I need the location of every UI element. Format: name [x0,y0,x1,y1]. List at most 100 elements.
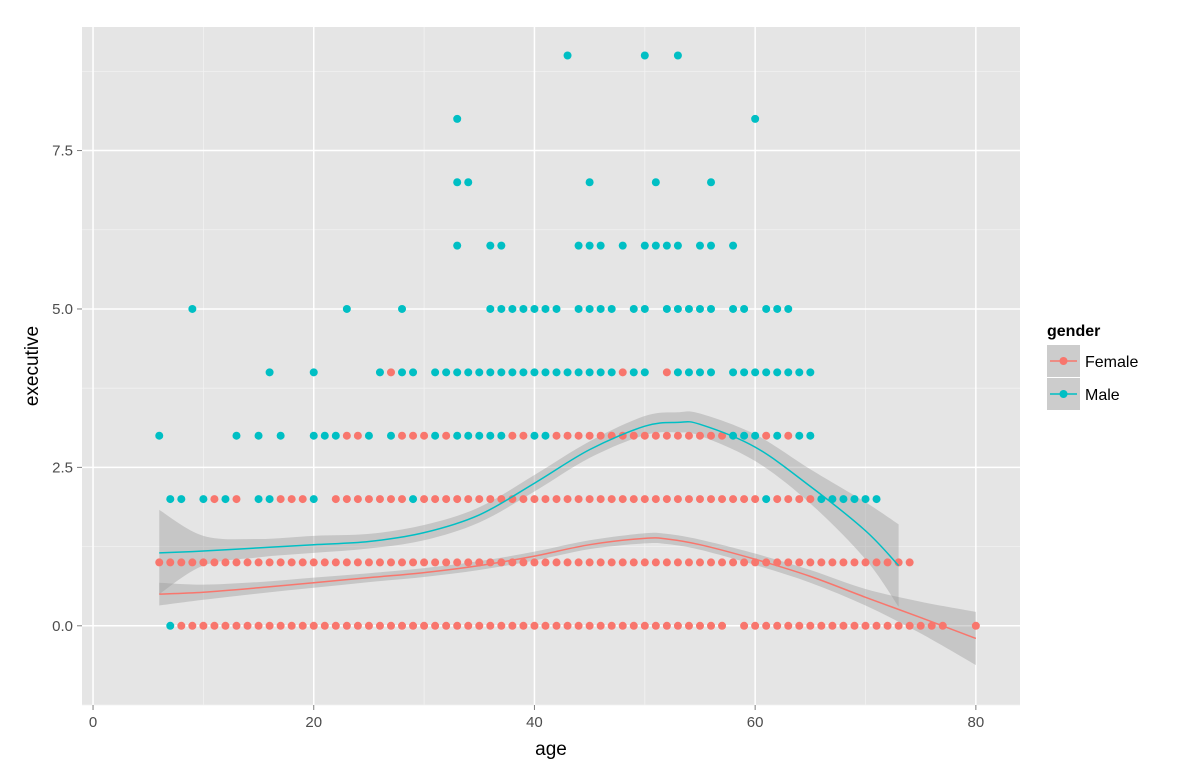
point-female [232,558,241,567]
point-male [585,241,594,250]
point-male [309,368,318,377]
point-female [298,558,307,567]
point-male [695,304,704,313]
point-male [453,241,462,250]
point-female [409,558,418,567]
point-male [232,431,241,440]
point-male [563,51,572,60]
point-female [464,621,473,630]
point-male [541,304,550,313]
point-female [353,621,362,630]
point-male [651,178,660,187]
point-female [751,621,760,630]
point-male [607,304,616,313]
point-female [177,621,186,630]
point-female [673,495,682,504]
point-male [342,304,351,313]
point-male [695,241,704,250]
point-male [409,495,418,504]
point-female [541,621,550,630]
point-male [552,368,561,377]
point-female [453,621,462,630]
point-female [684,621,693,630]
point-male [453,114,462,123]
point-female [607,558,616,567]
point-female [265,621,274,630]
legend-entry-female: Female [1047,345,1138,377]
point-male [662,304,671,313]
point-female [629,621,638,630]
point-male [574,304,583,313]
point-female [431,495,440,504]
point-female [243,558,252,567]
point-male [850,495,859,504]
point-female [486,495,495,504]
point-female [673,431,682,440]
point-male [409,368,418,377]
point-male [375,368,384,377]
point-male [431,431,440,440]
point-female [629,558,638,567]
point-female [872,558,881,567]
point-male [276,431,285,440]
point-male [530,368,539,377]
x-axis-title: age [535,739,567,760]
point-female [398,495,407,504]
point-female [574,621,583,630]
smooth-line-female [159,537,977,640]
point-male [673,368,682,377]
point-male [464,368,473,377]
point-female [177,558,186,567]
point-female [519,431,528,440]
point-male [662,241,671,250]
point-male [453,368,462,377]
point-male [640,304,649,313]
confidence-ribbon-female [159,532,976,666]
point-female [409,431,418,440]
point-female [773,621,782,630]
point-female [188,621,197,630]
y-tick-label: 5.0 [52,301,73,318]
point-male [431,368,440,377]
y-axis-ticks: 0.0 2.5 5.0 7.5 [52,143,82,635]
point-male [872,495,881,504]
point-female [431,621,440,630]
point-female [342,431,351,440]
point-male [398,304,407,313]
point-male [729,304,738,313]
point-female [541,495,550,504]
point-female [309,558,318,567]
point-female [409,621,418,630]
point-female [364,621,373,630]
point-female [298,621,307,630]
point-male [751,114,760,123]
point-male [541,431,550,440]
x-tick-label: 0 [89,714,97,731]
point-female [221,621,230,630]
point-female [740,558,749,567]
point-male [475,431,484,440]
point-female [607,621,616,630]
point-female [817,621,826,630]
point-female [353,495,362,504]
point-female [651,495,660,504]
point-female [618,621,627,630]
point-male [707,241,716,250]
point-female [420,621,429,630]
legend-label-male: Male [1085,387,1120,404]
point-male [486,431,495,440]
point-male [464,178,473,187]
point-female [574,431,583,440]
point-female [585,431,594,440]
point-female [971,621,980,630]
point-female [718,621,727,630]
point-female [684,495,693,504]
point-female [640,495,649,504]
point-female [640,558,649,567]
plot-panel [82,27,1020,705]
point-female [563,431,572,440]
point-male [729,241,738,250]
data-points [155,51,980,630]
point-female [618,495,627,504]
legend-title: gender [1047,323,1100,340]
